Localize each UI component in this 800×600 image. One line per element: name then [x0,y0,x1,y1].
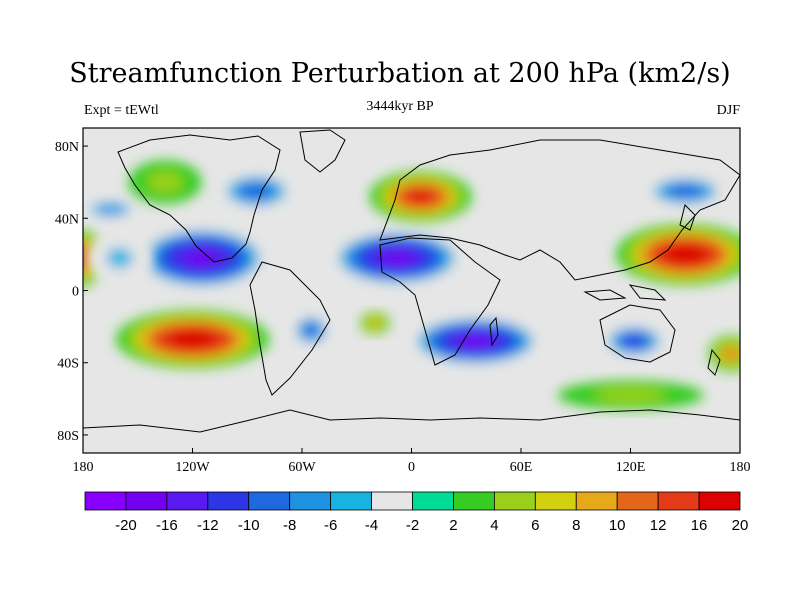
x-tick-label: 120E [616,460,646,475]
coastline-greenland [299,129,346,173]
x-tick-label: 180 [73,460,94,475]
colorbar-label: 20 [732,517,749,534]
feature-low-south-america [285,308,337,352]
axis-ticks: 80N 40N 0 40S 80S 180 120W 60W 0 60E 120E 180 [55,140,751,475]
feature-low-south-pacific-band [83,386,266,412]
y-tick-label: 40S [57,357,79,372]
contour-level [624,335,645,347]
feature-high-south-pacific [115,310,270,369]
experiment-label: Expt = tEWtl [84,103,159,118]
contour-level [462,336,489,346]
contour-level [83,252,87,264]
contour-level [724,348,738,359]
colorbar-swatch [248,491,291,511]
y-tick-label: 40N [55,212,79,227]
feature-low-australia [594,319,675,363]
coastline-indonesia [583,284,667,301]
colorbar-swatch [371,491,413,511]
season-label: DJF [716,103,740,118]
period-label: 3444kyr BP [366,99,434,114]
colorbar-label: -4 [365,517,378,534]
colorbar-swatch [84,491,127,511]
contour-level [106,247,133,269]
coastline-antarctica [83,409,740,433]
contour-level [96,204,124,215]
coastline-africa [379,237,501,366]
contour-field [83,160,740,412]
feature-low-siberia [630,169,740,213]
coastline-australia [599,304,676,363]
feature-low-south-pacific-sea [86,232,153,284]
feature-low-north-pacific-mexico [124,221,279,295]
feature-high-europe [369,171,472,222]
colorbar-swatch [330,491,372,511]
colorbar-swatch [493,491,536,511]
coastline-south-america [249,261,331,396]
contour-level [384,252,410,264]
coastline-japan [679,204,696,231]
contour-level [241,183,271,199]
colorbar-label: -16 [156,517,178,534]
contour-level [128,392,220,406]
colorbar-swatch [412,491,454,511]
feature-high-south-indian-band [557,380,704,410]
x-tick-label: 0 [408,460,415,475]
contour-level [673,249,697,260]
feature-high-east-asia-pacific [615,223,740,286]
x-tick-label: 120W [175,460,210,475]
contour-level [669,185,701,198]
colorbar-swatch [125,491,168,511]
y-tick-label: 80S [57,429,79,444]
colorbar-swatch [657,491,700,511]
coastline-new-zealand [707,348,721,376]
colorbar-label: 6 [531,517,539,534]
contour-level [146,171,184,194]
feature-high-mid-atlantic-south [360,312,390,334]
contour-level [410,191,431,202]
colorbar-label: 4 [490,517,498,534]
feature-low-south-atlantic-africa [398,312,553,370]
colorbar-label: 16 [691,517,708,534]
contour-level [188,251,215,265]
colorbar-swatch [289,491,332,511]
y-tick-label: 80N [55,140,79,155]
contour-level [303,324,319,337]
colorbar: -20 -16 -12 -10 -8 -6 -4 -2 2 4 6 8 10 12 16 20 [84,491,749,534]
colorbar-label: -8 [283,517,296,534]
colorbar-label: -12 [197,517,219,534]
contour-level [370,319,380,327]
feature-low-alaska-west [83,194,151,224]
x-tick-label: 60E [510,460,533,475]
colorbar-label: -20 [115,517,137,534]
colorbar-label: 8 [572,517,580,534]
map-title: Streamfunction Perturbation at 200 hPa (… [69,58,731,89]
colorbar-swatch [207,491,250,511]
contour-level [179,334,206,345]
colorbar-label: 2 [449,517,457,534]
colorbar-label: 10 [609,517,626,534]
feature-high-north-pacific [128,160,202,204]
colorbar-swatch [453,491,495,511]
coastlines [83,129,740,433]
x-tick-label: 60W [288,460,316,475]
y-tick-label: 0 [72,285,79,300]
x-tick-label: 180 [730,460,751,475]
colorbar-swatch [166,491,209,511]
coastline-madagascar [489,316,499,347]
colorbar-label: 12 [650,517,667,534]
feature-low-north-atlantic [320,225,474,291]
colorbar-label: -10 [238,517,260,534]
colorbar-label: -2 [406,517,419,534]
feature-low-canada [205,165,308,217]
coastline-north-america [117,134,281,263]
coastline-eurasia [379,139,740,281]
contour-level [594,388,667,403]
colorbar-swatch [698,491,741,511]
colorbar-label: -6 [324,517,337,534]
colorbar-swatch [575,491,618,511]
colorbar-swatch [616,491,659,511]
colorbar-swatch [534,491,577,511]
